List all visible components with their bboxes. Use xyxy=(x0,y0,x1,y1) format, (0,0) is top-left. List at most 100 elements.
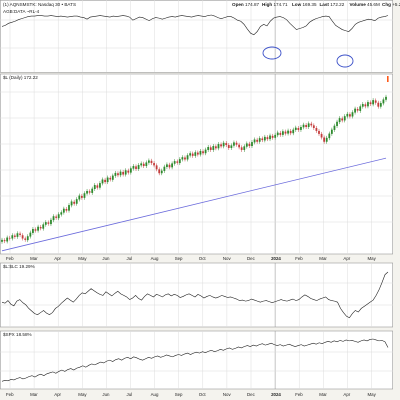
trendline xyxy=(1,157,387,252)
x-tick-label: Jun xyxy=(102,256,110,261)
candle xyxy=(119,169,122,178)
candle xyxy=(297,126,300,132)
x-tick-label: May xyxy=(368,392,377,397)
candle xyxy=(65,207,68,213)
top-indicator-line xyxy=(1,14,389,36)
candle xyxy=(26,234,29,243)
candle xyxy=(91,186,94,195)
x-tick-label: Sep xyxy=(175,256,183,261)
candle xyxy=(191,151,194,158)
mid-panel-label: $L:$LC 19.29% xyxy=(3,264,35,269)
x-tick-label: Nov xyxy=(223,392,232,397)
candle xyxy=(16,231,19,239)
candle xyxy=(204,147,207,156)
candle xyxy=(338,116,341,125)
candle xyxy=(261,136,264,143)
candle xyxy=(336,119,338,128)
candle xyxy=(47,220,50,226)
stat-chg: Chg +5.22 (+3.13%) xyxy=(382,2,400,7)
candle xyxy=(124,168,127,177)
candle xyxy=(189,151,192,158)
candle xyxy=(333,123,336,132)
top-header-symbol: (1) AQNSMSTK: Nasdaq 30 • BATS xyxy=(3,2,76,7)
candle xyxy=(1,237,3,244)
x-tick-label: Aug xyxy=(151,256,159,261)
candle xyxy=(349,112,351,119)
candle xyxy=(372,98,375,107)
candle xyxy=(44,220,47,227)
candle xyxy=(93,183,96,191)
candle xyxy=(137,163,140,171)
top-header-stats: Open 174.87 High 174.71 Low 169.35 Last 172… xyxy=(232,2,400,7)
candle xyxy=(181,155,184,162)
candle xyxy=(62,206,65,215)
x-tick-label: 2024 xyxy=(271,392,281,397)
x-tick-label: Apr xyxy=(343,392,350,397)
x-axis-lower: Feb Mar Apr May Jun Jul Aug Sep Oct Nov Dec 2024 Feb… xyxy=(6,392,377,397)
candle xyxy=(359,104,362,113)
candle xyxy=(37,224,39,233)
candle xyxy=(173,159,176,166)
candle xyxy=(341,116,344,123)
candle xyxy=(99,181,101,190)
candle xyxy=(6,235,9,244)
candle xyxy=(276,130,279,138)
candle xyxy=(245,141,248,149)
top-panel-label: AGB:DATA ~RL-4 xyxy=(3,9,40,14)
candle xyxy=(199,148,202,157)
candle xyxy=(307,121,310,129)
candle xyxy=(220,142,222,149)
candle xyxy=(142,161,145,168)
candle xyxy=(21,233,24,241)
candle xyxy=(104,177,106,185)
candle xyxy=(356,106,359,113)
candle xyxy=(258,136,261,144)
candle xyxy=(127,168,130,175)
candle xyxy=(106,175,109,185)
annotation-circle-1 xyxy=(262,46,282,60)
x-tick-label: Sep xyxy=(175,392,183,397)
candle xyxy=(13,233,16,239)
candle xyxy=(86,188,88,196)
x-tick-label: Jun xyxy=(102,392,110,397)
candle xyxy=(369,100,372,107)
candle xyxy=(323,135,326,144)
x-tick-label: Jul xyxy=(127,392,133,397)
candle xyxy=(60,210,63,217)
candle xyxy=(330,127,333,136)
candle xyxy=(34,227,37,233)
candle xyxy=(243,144,246,152)
candle xyxy=(57,212,60,221)
candle xyxy=(111,173,114,182)
candle xyxy=(117,171,119,178)
candle xyxy=(238,142,241,150)
candle xyxy=(227,143,230,150)
candle xyxy=(129,166,132,175)
candle xyxy=(379,101,382,109)
x-axis-upper: Feb Mar Apr May Jun Jul Aug Sep Oct Nov Dec 2024 Feb… xyxy=(6,256,377,261)
candle xyxy=(70,199,73,208)
x-tick-label: Mar xyxy=(319,256,327,261)
main-panel-label: $L (Daily) 172.22 xyxy=(3,75,38,80)
candle xyxy=(186,153,189,162)
candle xyxy=(24,236,27,242)
candle xyxy=(382,97,385,106)
candle xyxy=(3,238,6,244)
candlesticks xyxy=(1,94,387,244)
bottom-panel-label: $SPX 18.58% xyxy=(3,332,32,337)
candle xyxy=(374,98,377,105)
candle xyxy=(96,183,99,190)
candle xyxy=(240,145,243,152)
candle xyxy=(19,231,21,237)
candle xyxy=(217,142,220,151)
x-tick-label: Feb xyxy=(295,392,303,397)
candle xyxy=(377,100,380,109)
candle xyxy=(147,158,150,165)
bottom-indicator-line xyxy=(1,338,389,382)
stat-last: Last 172.22 xyxy=(320,2,345,7)
candle xyxy=(343,114,346,123)
candle xyxy=(184,155,186,162)
candle xyxy=(253,137,256,145)
candle xyxy=(29,230,32,239)
